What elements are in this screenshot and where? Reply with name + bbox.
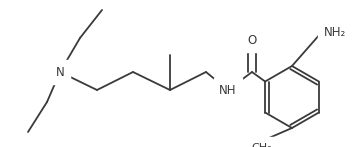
Text: CH₃: CH₃ [252, 143, 272, 147]
Text: NH: NH [219, 83, 237, 96]
Text: NH₂: NH₂ [324, 26, 346, 40]
Text: N: N [56, 66, 64, 78]
Text: O: O [247, 34, 257, 46]
